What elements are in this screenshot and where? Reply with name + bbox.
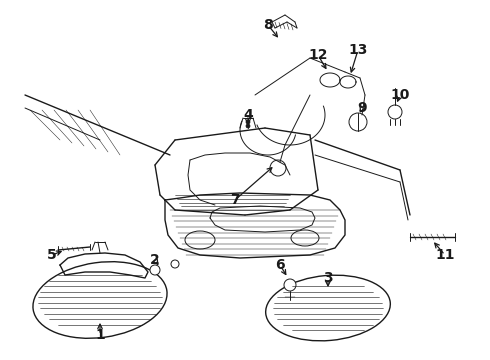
Text: 4: 4 — [243, 108, 253, 122]
Circle shape — [349, 113, 367, 131]
Text: 2: 2 — [150, 253, 160, 267]
Text: 10: 10 — [391, 88, 410, 102]
Text: 6: 6 — [275, 258, 285, 272]
Circle shape — [150, 265, 160, 275]
Circle shape — [171, 260, 179, 268]
Text: 13: 13 — [348, 43, 368, 57]
Circle shape — [246, 120, 250, 124]
Circle shape — [270, 160, 286, 176]
Text: 7: 7 — [230, 193, 240, 207]
Text: 3: 3 — [323, 271, 333, 285]
Text: 8: 8 — [263, 18, 273, 32]
Text: 12: 12 — [308, 48, 328, 62]
Circle shape — [246, 124, 250, 128]
Circle shape — [388, 105, 402, 119]
Circle shape — [284, 279, 296, 291]
Text: 1: 1 — [95, 328, 105, 342]
Text: 9: 9 — [357, 101, 367, 115]
Ellipse shape — [266, 275, 391, 341]
Ellipse shape — [33, 262, 167, 338]
Text: 11: 11 — [435, 248, 455, 262]
Text: 5: 5 — [47, 248, 57, 262]
